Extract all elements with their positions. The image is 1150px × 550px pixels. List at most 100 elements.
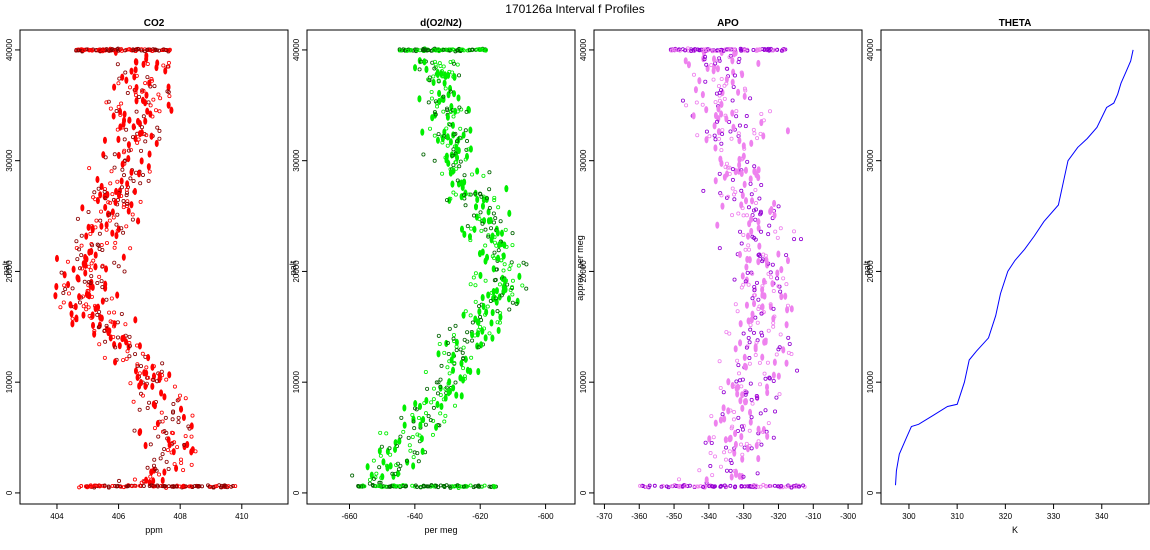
data-point: [480, 327, 485, 335]
data-point: [367, 477, 372, 482]
data-point: [683, 57, 688, 65]
data-point: [183, 434, 188, 439]
data-point: [795, 368, 800, 373]
data-point: [124, 356, 129, 361]
data-point: [739, 442, 744, 447]
data-point: [772, 199, 777, 208]
data-point: [108, 181, 113, 186]
x-tick-label: -320: [770, 512, 787, 521]
top-band-apo: [668, 46, 788, 54]
data-point: [432, 158, 437, 163]
data-point: [144, 55, 149, 63]
data-point: [162, 393, 167, 401]
data-point: [429, 96, 434, 101]
data-point: [103, 155, 108, 160]
data-point: [385, 464, 390, 472]
data-point: [150, 114, 155, 119]
data-point: [152, 426, 157, 431]
data-point: [741, 142, 746, 150]
data-point: [503, 227, 508, 232]
data-point: [144, 133, 149, 138]
data-point: [684, 103, 689, 108]
data-point: [423, 369, 428, 374]
data-point: [425, 386, 430, 391]
x-tick-label: -330: [736, 512, 753, 521]
data-point: [723, 165, 728, 170]
y-axis-label-co2: palt: [1, 260, 11, 275]
data-point: [383, 484, 388, 489]
data-point: [744, 301, 749, 309]
data-point: [394, 463, 399, 468]
data-point: [86, 47, 91, 52]
data-point: [433, 112, 438, 117]
data-point: [378, 483, 383, 488]
data-point: [70, 320, 75, 328]
data-point: [741, 213, 746, 218]
data-point: [447, 484, 452, 489]
data-point: [166, 83, 171, 91]
data-point: [379, 475, 384, 480]
data-point: [448, 89, 453, 94]
data-point: [700, 102, 705, 107]
data-point: [734, 109, 739, 114]
data-point: [115, 212, 120, 217]
y-tick-label: 10000: [579, 371, 588, 394]
data-point: [181, 413, 186, 422]
data-point: [136, 137, 141, 142]
data-point: [732, 197, 737, 202]
data-point: [412, 426, 417, 431]
data-point: [176, 415, 181, 420]
data-point: [776, 372, 781, 380]
data-point: [742, 484, 747, 489]
data-point: [776, 204, 781, 209]
data-point: [460, 183, 465, 192]
data-point: [486, 291, 491, 299]
y-tick-label: 30000: [866, 149, 875, 172]
data-point: [112, 483, 117, 488]
data-point: [362, 484, 367, 489]
data-point: [442, 350, 447, 355]
data-point: [88, 280, 93, 285]
data-point: [709, 63, 714, 68]
data-point: [134, 83, 139, 92]
data-point: [730, 177, 735, 182]
data-point: [115, 335, 120, 340]
data-point: [742, 92, 747, 100]
data-point: [151, 364, 156, 369]
data-point: [104, 323, 109, 328]
data-point: [463, 189, 468, 197]
data-point: [416, 416, 421, 421]
data-point: [502, 277, 507, 285]
data-point: [148, 442, 153, 447]
data-point: [79, 243, 84, 248]
data-point: [148, 110, 153, 118]
data-point: [84, 232, 89, 240]
data-point: [454, 139, 459, 144]
data-point: [785, 256, 790, 265]
data-point: [91, 321, 96, 330]
data-point: [750, 310, 755, 318]
data-point: [475, 167, 480, 175]
data-point: [517, 272, 522, 281]
data-point: [141, 88, 146, 93]
data-point: [754, 280, 759, 285]
data-point: [442, 485, 447, 489]
data-point: [155, 379, 160, 384]
data-point: [720, 412, 725, 417]
data-point: [125, 199, 130, 204]
data-point: [451, 163, 456, 168]
data-point: [498, 313, 503, 321]
data-point: [151, 372, 156, 380]
data-point: [763, 376, 768, 381]
data-point: [189, 448, 194, 456]
data-point: [775, 235, 780, 240]
plot-frame-theta: [880, 29, 1150, 505]
data-point: [720, 132, 725, 137]
surface-band-do2n2: [356, 483, 498, 490]
data-point: [738, 229, 743, 234]
data-point: [770, 262, 775, 267]
data-point: [703, 54, 708, 59]
data-point: [172, 384, 177, 389]
data-point: [749, 397, 754, 402]
data-point: [90, 312, 95, 320]
